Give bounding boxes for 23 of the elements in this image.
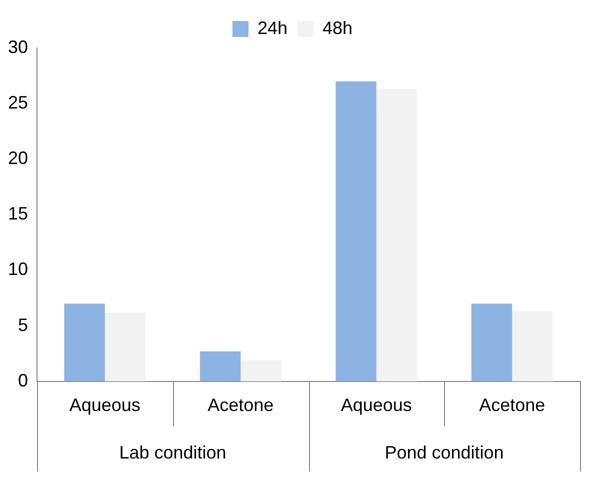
bar bbox=[200, 351, 241, 382]
x-tick-label: Acetone bbox=[208, 395, 274, 416]
bar bbox=[336, 81, 376, 382]
bar bbox=[471, 304, 512, 382]
y-tick-label: 25 bbox=[8, 92, 28, 113]
bar bbox=[512, 311, 553, 382]
bar bbox=[376, 89, 418, 382]
legend-label: 24h bbox=[257, 18, 288, 38]
y-tick-label: 15 bbox=[8, 204, 28, 224]
x-tick-label: Acetone bbox=[479, 395, 546, 416]
text: Pond condition bbox=[384, 442, 504, 462]
bar bbox=[64, 304, 105, 382]
bar bbox=[104, 312, 146, 382]
text: Lab condition bbox=[119, 442, 226, 462]
y-tick-label: 30 bbox=[8, 36, 28, 57]
y-tick-label: 5 bbox=[18, 314, 28, 335]
bar bbox=[240, 360, 282, 382]
y-tick-label: 0 bbox=[18, 370, 28, 390]
y-tick-label: 10 bbox=[8, 259, 28, 280]
x-tick-label: Aqueous bbox=[69, 395, 140, 416]
legend-label: 48h bbox=[322, 18, 353, 38]
x-tick-label: Aqueous bbox=[340, 395, 412, 416]
y-tick-label: 20 bbox=[8, 148, 28, 168]
